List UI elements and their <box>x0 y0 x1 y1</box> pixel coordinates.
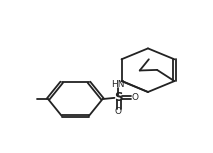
Text: HN: HN <box>111 80 125 89</box>
Text: O: O <box>131 93 138 102</box>
Text: S: S <box>114 91 122 104</box>
Text: O: O <box>115 107 122 116</box>
